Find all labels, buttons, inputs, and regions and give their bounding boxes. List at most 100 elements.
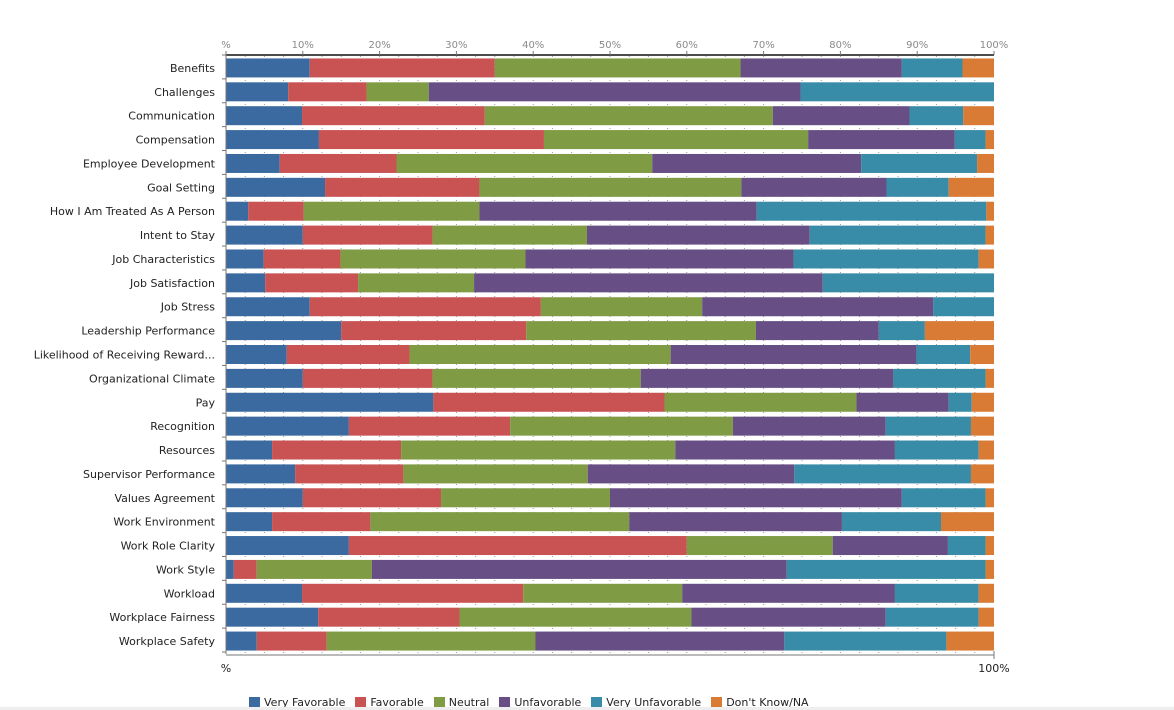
bar-segment-unfavorable (691, 607, 886, 627)
bar-segment-favorable (233, 559, 257, 579)
bar-row (226, 225, 994, 245)
bar-segment-neutral (540, 297, 703, 317)
bar-row (226, 130, 994, 150)
category-label: Recognition (150, 420, 215, 433)
bar-row (226, 201, 994, 221)
bar-segment-unfavorable (772, 106, 910, 126)
bar-segment-neutral (432, 368, 641, 388)
bar-row (226, 345, 994, 364)
bar-segment-don-t-know-na (963, 106, 994, 126)
bar-segment-don-t-know-na (970, 345, 994, 364)
bar-segment-neutral (409, 345, 671, 364)
bar-row (226, 177, 994, 197)
bar-row (226, 249, 994, 269)
category-label: Workplace Safety (119, 635, 216, 648)
bar-segment-don-t-know-na (978, 249, 994, 269)
bar-segment-very-unfavorable (794, 464, 971, 484)
bar-segment-unfavorable (675, 440, 895, 460)
legend: Very Favorable Favorable Neutral Unfavorabl… (249, 696, 813, 709)
bar-segment-neutral (459, 607, 692, 627)
bar-row (226, 559, 994, 579)
bar-segment-unfavorable (479, 201, 757, 221)
bar-segment-favorable (256, 631, 327, 651)
category-labels: Benefits Challenges Communication Compensat… (34, 62, 216, 648)
bar-segment-unfavorable (755, 321, 879, 341)
bar-segment-favorable (272, 440, 402, 460)
bar-row (226, 297, 994, 317)
bar-segment-very-unfavorable (893, 368, 986, 388)
bar-segment-very-unfavorable (809, 225, 986, 245)
top-tick-label: 80% (829, 40, 851, 51)
bar-segment-neutral (526, 321, 756, 341)
bar-segment-very-unfavorable (901, 58, 963, 78)
category-label: Resources (159, 444, 215, 457)
category-label: Values Agreement (114, 492, 215, 505)
legend-item: Favorable (355, 696, 424, 709)
bar-row (226, 58, 994, 78)
bar-segment-favorable (248, 201, 304, 221)
bar-segment-favorable (263, 249, 341, 269)
bar-segment-very-favorable (226, 177, 326, 197)
legend-label: Favorable (370, 696, 424, 709)
legend-label: Neutral (448, 696, 490, 709)
legend-label: Very Favorable (264, 696, 346, 709)
bar-row (226, 583, 994, 603)
bar-segment-very-favorable (226, 297, 310, 317)
bar-segment-neutral (396, 153, 653, 173)
bar-segment-don-t-know-na (985, 130, 994, 150)
bar-segment-unfavorable (740, 58, 902, 78)
bar-row (226, 416, 994, 436)
bar-segment-favorable (348, 536, 687, 556)
bar-segment-neutral (403, 464, 588, 484)
bar-segment-favorable (433, 392, 665, 412)
bar-segment-favorable (309, 297, 541, 317)
bar-segment-favorable (302, 225, 433, 245)
bar-segment-unfavorable (371, 559, 787, 579)
bottom-tick-label: % (221, 662, 231, 675)
bottom-tick-labels: % 100% (221, 662, 1010, 675)
top-tick-label: % (221, 40, 231, 51)
legend-swatch (499, 697, 511, 708)
legend-label: Don't Know/NA (726, 696, 809, 709)
bar-segment-don-t-know-na (924, 321, 994, 341)
bar-segment-favorable (265, 273, 359, 293)
bar-segment-unfavorable (428, 82, 801, 102)
top-tick-label: 50% (599, 40, 621, 51)
category-label: Job Characteristics (111, 253, 215, 266)
top-tick-label: 100% (980, 40, 1009, 51)
bar-segment-unfavorable (808, 130, 955, 150)
legend-label: Very Unfavorable (606, 696, 702, 709)
bar-segment-favorable (302, 368, 433, 388)
legend-swatch (711, 697, 723, 708)
legend-item: Don't Know/NA (711, 696, 809, 709)
bar-segment-very-favorable (226, 130, 319, 150)
bar-segment-unfavorable (652, 153, 862, 173)
bar-segment-very-unfavorable (885, 416, 971, 436)
category-label: Communication (128, 110, 215, 123)
bar-segment-unfavorable (525, 249, 794, 269)
bar-segment-don-t-know-na (962, 58, 994, 78)
bar-segment-very-favorable (226, 631, 257, 651)
legend-swatch (355, 697, 367, 708)
legend-swatch (591, 697, 603, 708)
bar-segment-very-unfavorable (916, 345, 971, 364)
bar-segment-very-unfavorable (901, 488, 986, 508)
bar-segment-very-favorable (226, 559, 234, 579)
bar-segment-very-favorable (226, 464, 296, 484)
bar-segment-favorable (341, 321, 527, 341)
bar-segment-neutral (432, 225, 587, 245)
bar-row (226, 153, 994, 173)
category-label: Work Style (156, 563, 215, 576)
bar-segment-favorable (295, 464, 404, 484)
bar-segment-don-t-know-na (971, 392, 994, 412)
bar-segment-don-t-know-na (946, 631, 994, 651)
bar-segment-very-unfavorable (947, 536, 986, 556)
category-label: Intent to Stay (140, 229, 216, 242)
bar-segment-very-favorable (226, 488, 303, 508)
category-label: Challenges (154, 86, 215, 99)
category-label: Employee Development (83, 157, 216, 170)
top-tick-label: 10% (292, 40, 314, 51)
category-label: Goal Setting (147, 181, 215, 194)
bar-segment-very-unfavorable (894, 440, 979, 460)
bar-segment-favorable (302, 583, 524, 603)
